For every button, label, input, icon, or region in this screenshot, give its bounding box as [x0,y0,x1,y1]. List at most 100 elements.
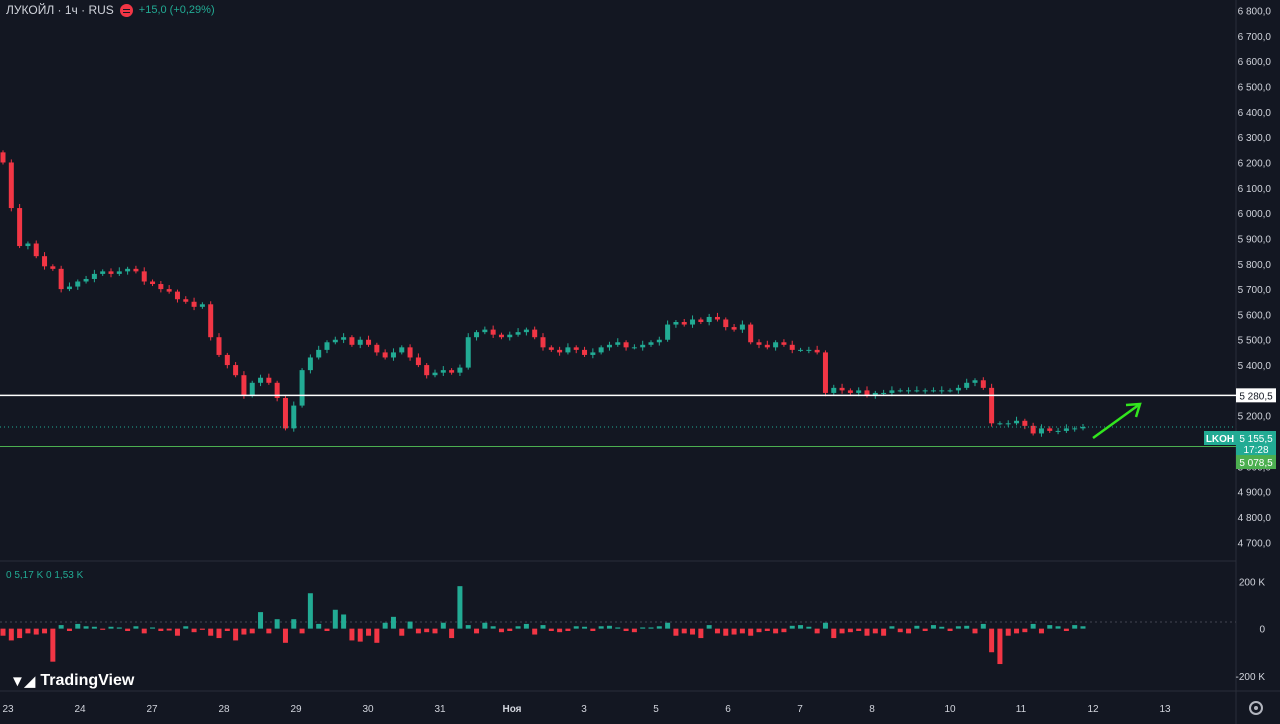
volume-bar [1022,628,1028,633]
candle-body [332,339,338,343]
volume-legend[interactable]: 0 5,17 K 0 1,53 K [6,570,84,581]
volume-bar [324,628,330,631]
volume-bar [798,625,804,629]
candle-body [415,357,421,366]
candle-body [457,367,463,373]
candle-body [1022,420,1028,426]
volume-bar [681,628,687,634]
time-axis[interactable]: 23 24 27 28 29 30 31 Ноя 3 5 6 7 8 10 11 12 13 [2,704,1171,715]
volume-bar [17,628,23,639]
volume-bar [233,628,239,641]
candle-body [723,319,729,328]
volume-bar [449,628,455,639]
candle-body [25,243,31,247]
volume-bar [631,628,637,633]
candle-body [681,322,687,325]
volume-bar [806,626,812,629]
volume-bar [889,626,895,629]
volume-bar [83,626,89,629]
time-axis-label: 24 [74,704,86,715]
volume-bar [606,625,612,629]
candle-body [299,370,305,406]
time-axis-label: 11 [1016,704,1027,715]
gear-icon[interactable] [1249,701,1263,715]
candle-body [648,342,654,345]
price-axis[interactable]: 6 800,0 6 700,0 6 600,0 6 500,0 6 400,0 6 300… [1238,7,1272,550]
current-price-tag: LKOH 5 155,5 17:28 [1204,431,1276,456]
candle-body [199,304,205,307]
candle-body [174,291,180,300]
volume-bar [141,628,147,634]
volume-bar [199,628,205,630]
volume-bar [382,622,388,629]
volume-bar [739,628,745,634]
time-axis-label: 29 [290,704,302,715]
candle-body [58,268,64,290]
volume-bar [939,626,945,629]
volume-bar [590,628,596,631]
chart-header: ЛУКОЙЛ · 1ч · RUS +15,0 (+0,29%) [6,3,215,17]
candle-body [465,337,471,368]
candle-body [831,387,837,393]
price-axis-label: 4 900,0 [1238,488,1272,499]
symbol-title[interactable]: ЛУКОЙЛ · 1ч · RUS [6,3,114,17]
volume-bar [150,627,156,629]
price-change: +15,0 (+0,29%) [138,4,215,16]
price-axis-label: 6 300,0 [1238,133,1272,144]
volume-bar [964,625,970,629]
volume-bar [374,628,380,643]
price-axis-label: 5 600,0 [1238,310,1272,321]
candle-body [50,266,56,269]
candle-body [939,390,945,392]
candle-body [1030,425,1036,434]
volume-bar [980,623,986,629]
volume-bar [789,625,795,629]
volume-bar [0,628,6,636]
candle-body [806,349,812,351]
price-axis-label: 6 100,0 [1238,184,1272,195]
candle-body [532,329,538,338]
time-axis-label: 23 [2,704,14,715]
volume-bar [515,626,521,629]
volume-bar [756,628,762,633]
volume-bar [864,628,870,636]
support-price-tag: 5 078,5 [1236,455,1276,469]
candle-body [241,375,247,396]
candle-body [573,347,579,350]
volume-bar [258,612,264,629]
volume-bar [723,628,729,636]
candle-body [764,344,770,348]
tradingview-logo[interactable]: ▼◢ TradingView [10,672,134,690]
volume-bar [116,627,122,629]
candle-body [390,352,396,358]
volume-bar [847,628,853,633]
volume-bar [174,628,180,636]
volume-bar [432,628,438,634]
volume-bar [665,622,671,629]
volume-bar [1072,625,1078,629]
ticker-label: LKOH [1206,434,1234,445]
candle-body [598,347,604,353]
volume-bar [930,625,936,629]
volume-bar [241,628,247,635]
candle-body [665,324,671,340]
volume-bar [75,623,81,629]
trend-arrow[interactable] [1092,402,1142,440]
candle-body [17,208,23,247]
price-axis-label: 5 500,0 [1238,336,1272,347]
candle-body [191,301,197,307]
current-price-label: 5 155,5 [1239,434,1273,445]
candle-body [872,392,878,396]
resistance-price-label: 5 280,5 [1239,391,1273,402]
volume-bar [191,628,197,633]
time-axis-label: 3 [581,704,587,715]
volume-bar [183,626,189,629]
volume-bar [523,623,529,629]
price-axis-label: 4 700,0 [1238,538,1272,549]
candle-body [997,423,1003,425]
candle-body [789,344,795,350]
volume-bar [972,628,978,634]
price-axis-label: 6 800,0 [1238,7,1272,18]
volume-bar [640,627,646,629]
